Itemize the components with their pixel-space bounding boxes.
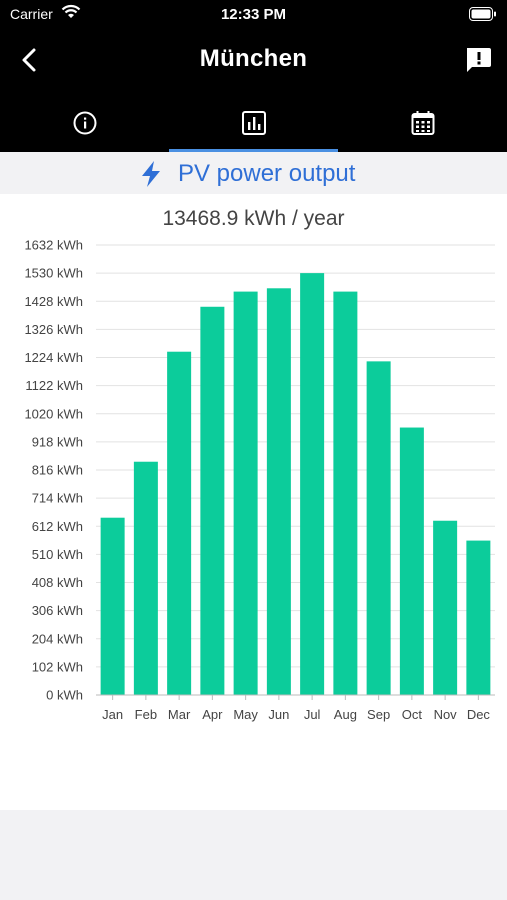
clock: 12:33 PM bbox=[220, 6, 287, 23]
battery-icon bbox=[469, 7, 497, 24]
chart-title: 13468.9 kWh / year bbox=[162, 207, 345, 230]
y-tick-label: 1224 kWh bbox=[24, 350, 83, 365]
x-tick-label: Sep bbox=[367, 707, 390, 722]
bar-aug bbox=[333, 291, 358, 695]
bar-sep bbox=[366, 361, 391, 695]
wifi-icon bbox=[61, 4, 81, 23]
bar-chart-icon bbox=[242, 111, 266, 135]
x-tick-label: Jul bbox=[304, 707, 321, 722]
y-tick-label: 0 kWh bbox=[46, 688, 83, 703]
calendar-icon bbox=[411, 111, 435, 135]
section-title: PV power output bbox=[178, 160, 356, 187]
tab-info[interactable] bbox=[0, 90, 169, 152]
feedback-icon bbox=[467, 48, 491, 72]
bar-oct bbox=[399, 427, 424, 695]
y-tick-label: 1326 kWh bbox=[24, 322, 83, 337]
back-button[interactable] bbox=[14, 44, 46, 76]
x-tick-label: Jun bbox=[268, 707, 289, 722]
y-tick-label: 1020 kWh bbox=[24, 406, 83, 421]
bar-apr bbox=[200, 306, 225, 695]
bar-chart: 0 kWh 102 kWh 204 kWh 306 kWh 408 kWh 510 kWh… bbox=[24, 238, 495, 722]
bar-dec bbox=[466, 540, 491, 695]
section-header bbox=[0, 152, 507, 194]
bottom-spacer bbox=[0, 810, 507, 900]
y-tick-label: 1428 kWh bbox=[24, 294, 83, 309]
x-tick-label: Mar bbox=[168, 707, 191, 722]
y-tick-label: 612 kWh bbox=[32, 519, 83, 534]
tab-calendar[interactable] bbox=[338, 90, 507, 152]
y-tick-label: 918 kWh bbox=[32, 434, 83, 449]
x-tick-label: May bbox=[233, 707, 258, 722]
bar-feb bbox=[133, 461, 158, 695]
bar-jun bbox=[266, 288, 291, 695]
bar-jan bbox=[100, 517, 125, 695]
bar-mar bbox=[167, 351, 192, 695]
tab-selected-indicator bbox=[169, 149, 338, 152]
status-bar: Carrier 12:33 PM bbox=[0, 0, 507, 30]
x-tick-label: Aug bbox=[334, 707, 357, 722]
y-tick-label: 816 kWh bbox=[32, 463, 83, 478]
tab-bar bbox=[0, 90, 507, 152]
y-tick-label: 1122 kWh bbox=[25, 378, 83, 393]
bar-nov bbox=[433, 520, 458, 695]
tab-chart[interactable] bbox=[169, 90, 338, 152]
x-tick-label: Jan bbox=[102, 707, 123, 722]
navigation-bar: München bbox=[0, 30, 507, 90]
y-tick-label: 306 kWh bbox=[32, 603, 83, 618]
x-tick-label: Dec bbox=[467, 707, 491, 722]
x-tick-label: Apr bbox=[202, 707, 223, 722]
y-tick-label: 1632 kWh bbox=[24, 238, 83, 253]
y-tick-label: 714 kWh bbox=[32, 491, 83, 506]
x-tick-label: Nov bbox=[434, 707, 458, 722]
y-tick-label: 204 kWh bbox=[32, 631, 83, 646]
x-tick-label: Oct bbox=[402, 707, 423, 722]
chevron-left-icon bbox=[22, 48, 36, 72]
bolt-icon bbox=[138, 160, 164, 193]
y-tick-label: 408 kWh bbox=[32, 575, 83, 590]
feedback-button[interactable] bbox=[463, 45, 493, 75]
info-icon bbox=[73, 111, 97, 135]
carrier-label: Carrier bbox=[10, 6, 53, 22]
page-title: München bbox=[199, 45, 308, 72]
bar-may bbox=[233, 291, 258, 695]
y-tick-label: 102 kWh bbox=[32, 659, 83, 674]
bar-jul bbox=[300, 273, 325, 695]
y-tick-label: 510 kWh bbox=[32, 547, 83, 562]
y-tick-label: 1530 kWh bbox=[24, 266, 83, 281]
x-tick-label: Feb bbox=[135, 707, 157, 722]
